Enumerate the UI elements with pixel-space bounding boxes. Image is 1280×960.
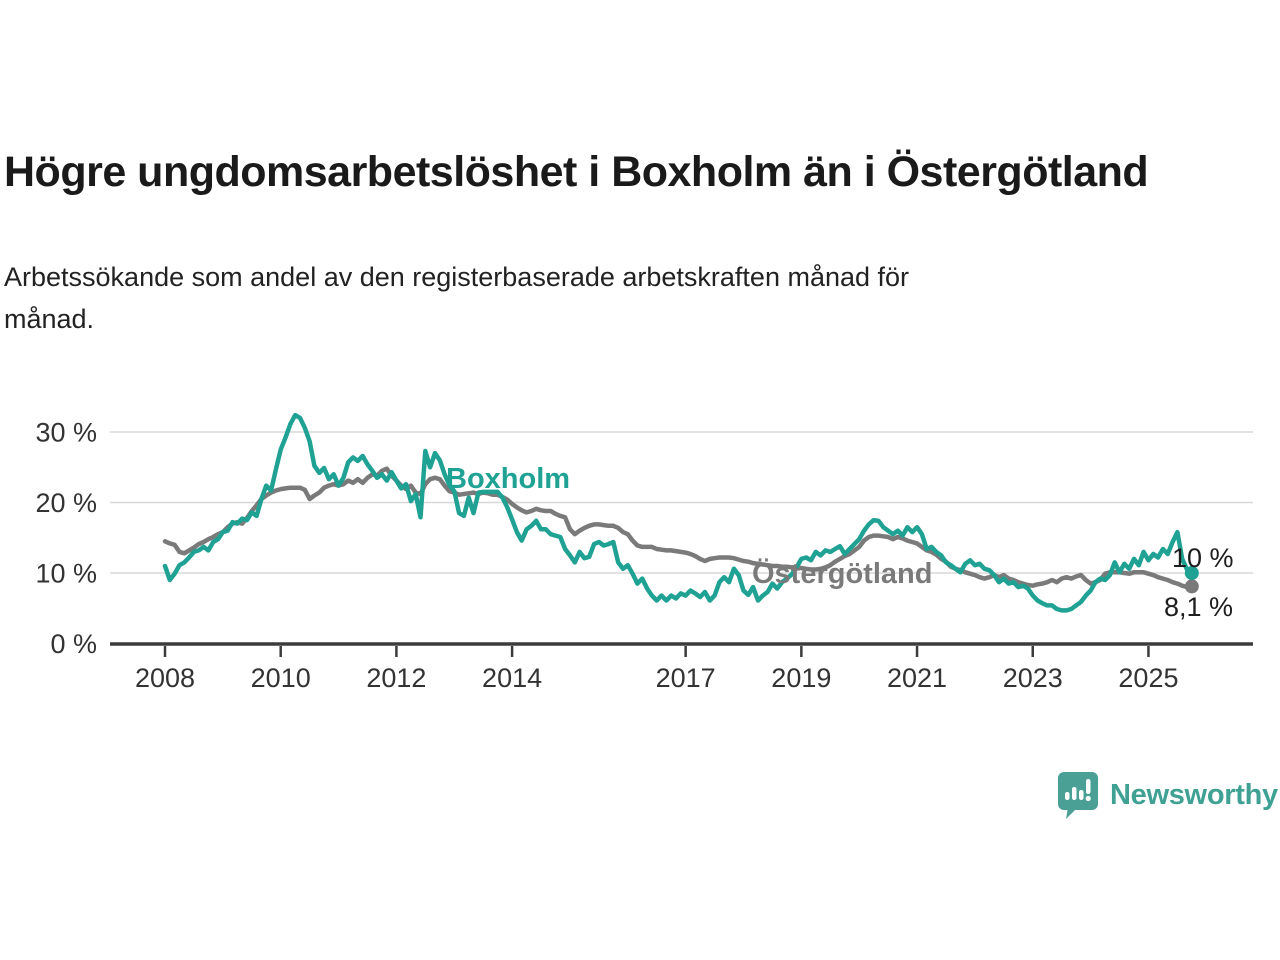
subtitle-line-2: månad. (4, 304, 95, 334)
chart-subtitle: Arbetssökande som andel av den registerb… (4, 256, 1184, 340)
end-dot-östergötland (1184, 579, 1199, 594)
series-label-boxholm: Boxholm (446, 463, 570, 495)
end-dot-boxholm (1184, 566, 1199, 580)
line-östergötland (162, 466, 1195, 590)
y-tick-label-20: 20 % (35, 488, 97, 518)
newsworthy-wordmark: Newsworthy (1110, 778, 1278, 811)
x-tick-label-2019: 2019 (771, 663, 831, 693)
x-tick-label-2017: 2017 (656, 663, 716, 693)
line-boxholm (162, 412, 1195, 613)
y-tick-label-0: 0 % (50, 629, 97, 659)
newsworthy-logo-icon (1058, 772, 1098, 819)
x-tick-label-2012: 2012 (366, 663, 426, 693)
subtitle-line-1: Arbetssökande som andel av den registerb… (4, 262, 910, 292)
x-tick-label-2023: 2023 (1003, 663, 1063, 693)
end-value-label-ostergotland: 8,1 % (1164, 592, 1233, 622)
x-tick-label-2014: 2014 (482, 663, 542, 693)
page-title: Högre ungdomsarbetslöshet i Boxholm än i… (4, 148, 1149, 196)
y-tick-label-30: 30 % (35, 418, 97, 448)
series-label-ostergotland: Östergötland (752, 557, 932, 590)
x-tick-label-2008: 2008 (135, 663, 195, 693)
end-value-label-boxholm: 10 % (1172, 543, 1234, 573)
newsworthy-logo: Newsworthy (1056, 770, 1278, 820)
x-tick-label-2021: 2021 (887, 663, 947, 693)
x-tick-label-2010: 2010 (251, 663, 311, 693)
y-tick-label-10: 10 % (35, 559, 97, 589)
x-tick-label-2025: 2025 (1118, 663, 1178, 693)
